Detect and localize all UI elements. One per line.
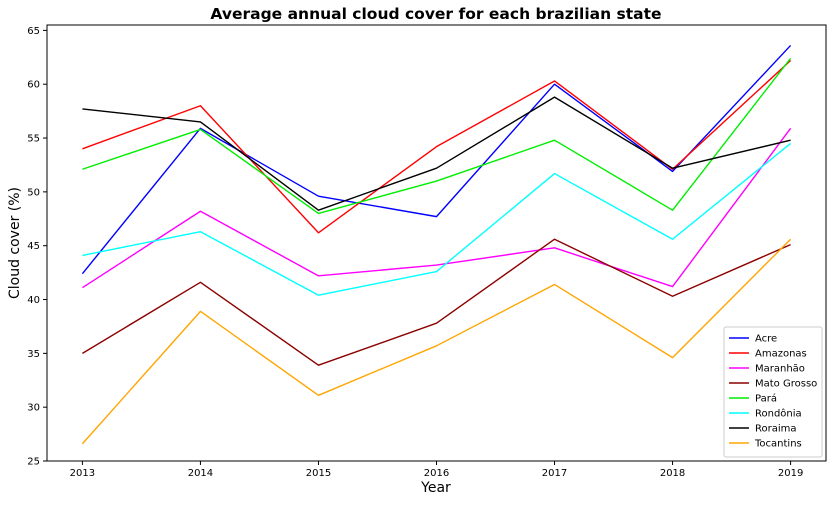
series-line-roraima [82,96,791,211]
legend-entry-label: Amazonas [755,349,807,360]
series-line-mato-grosso [82,238,791,366]
x-tick-label: 2017 [542,468,567,479]
chart-title: Average annual cloud cover for each braz… [210,5,661,23]
series-line-amazonas [82,60,792,234]
series-line-rond-nia [82,142,792,296]
y-tick-label: 45 [27,241,40,252]
y-tick-label: 30 [27,403,40,414]
y-tick-label: 55 [27,134,40,145]
series-line-tocantins [81,238,792,445]
x-tick-label: 2015 [306,468,331,479]
y-tick-label: 40 [27,295,40,306]
plot-area-frame [46,24,827,462]
x-tick-label: 2016 [424,468,449,479]
series-line-maranh-o [82,127,792,289]
series-line-par- [82,57,792,215]
legend-entry-label: Acre [755,334,777,345]
legend-entry-label: Roraima [755,424,797,435]
y-axis-label: Cloud cover (%) [7,187,23,299]
x-axis-label: Year [420,480,451,496]
x-tick-label: 2018 [660,468,685,479]
y-tick-label: 25 [27,457,40,468]
x-tick-label: 2014 [188,468,213,479]
y-tick-label: 35 [27,349,40,360]
legend-frame [723,326,823,458]
x-tick-label: 2019 [778,468,803,479]
y-tick-label: 65 [27,26,40,37]
legend-entry-label: Mato Grosso [755,379,817,390]
y-tick-label: 50 [27,187,40,198]
x-tick-label: 2013 [70,468,95,479]
legend-entry-label: Tocantins [754,439,802,450]
legend-entry-label: Pará [755,393,777,405]
legend-entry-label: Maranhão [755,364,805,375]
y-tick-label: 60 [27,80,40,91]
legend-entry-label: Rondônia [755,408,802,420]
legend: Acre Amazonas Maranhão Mato Grosso Pará Rondô… [723,326,823,458]
series-line-acre [81,44,792,275]
